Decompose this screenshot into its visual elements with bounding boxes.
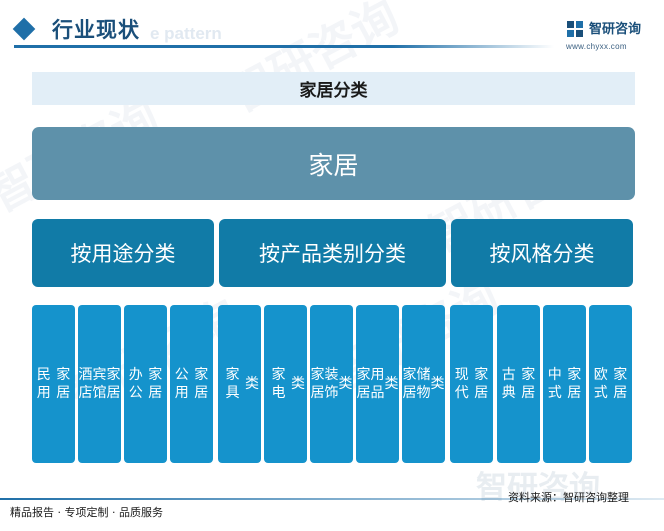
leaf-node: 家具类 xyxy=(218,305,261,463)
category-node: 按用途分类 xyxy=(32,219,214,287)
leaf-node: 办公 家居 xyxy=(124,305,167,463)
leaf-node: 家电类 xyxy=(264,305,307,463)
leaf-node: 酒店 宾馆 家居 xyxy=(78,305,121,463)
logo-icon xyxy=(567,21,583,37)
leaf-node: 家居 储物类 xyxy=(402,305,445,463)
root-node: 家居 xyxy=(32,127,635,200)
page-title: 行业现状 xyxy=(52,18,140,42)
leaf-node: 欧式 家居 xyxy=(589,305,632,463)
leaf-node: 家居 装饰类 xyxy=(310,305,353,463)
logo-name: 智研咨询 xyxy=(589,22,642,37)
category-node: 按产品类别分类 xyxy=(219,219,446,287)
leaf-node: 民用 家居 xyxy=(32,305,75,463)
logo-url: www.chyxx.com xyxy=(566,42,627,51)
footer-divider xyxy=(0,498,664,500)
header-divider xyxy=(14,45,554,48)
leaf-node: 古典 家居 xyxy=(497,305,540,463)
diamond-icon xyxy=(12,17,36,41)
leaf-node: 中式 家居 xyxy=(543,305,586,463)
category-node: 按风格分类 xyxy=(451,219,633,287)
leaf-node: 现代 家居 xyxy=(450,305,493,463)
header-ghost-text: e pattern xyxy=(150,24,222,43)
data-source: 资料来源：智研咨询整理 xyxy=(508,491,629,504)
footer-watermark: 智研咨询 xyxy=(476,470,600,506)
diagram-title: 家居分类 xyxy=(32,72,635,105)
footer-slogan: 精品报告 · 专项定制 · 品质服务 xyxy=(10,506,163,519)
page-header: e pattern 行业现状 智研咨询 www.chyxx.com xyxy=(0,0,664,60)
leaf-node: 家居 用品类 xyxy=(356,305,399,463)
leaf-node: 公用 家居 xyxy=(170,305,213,463)
